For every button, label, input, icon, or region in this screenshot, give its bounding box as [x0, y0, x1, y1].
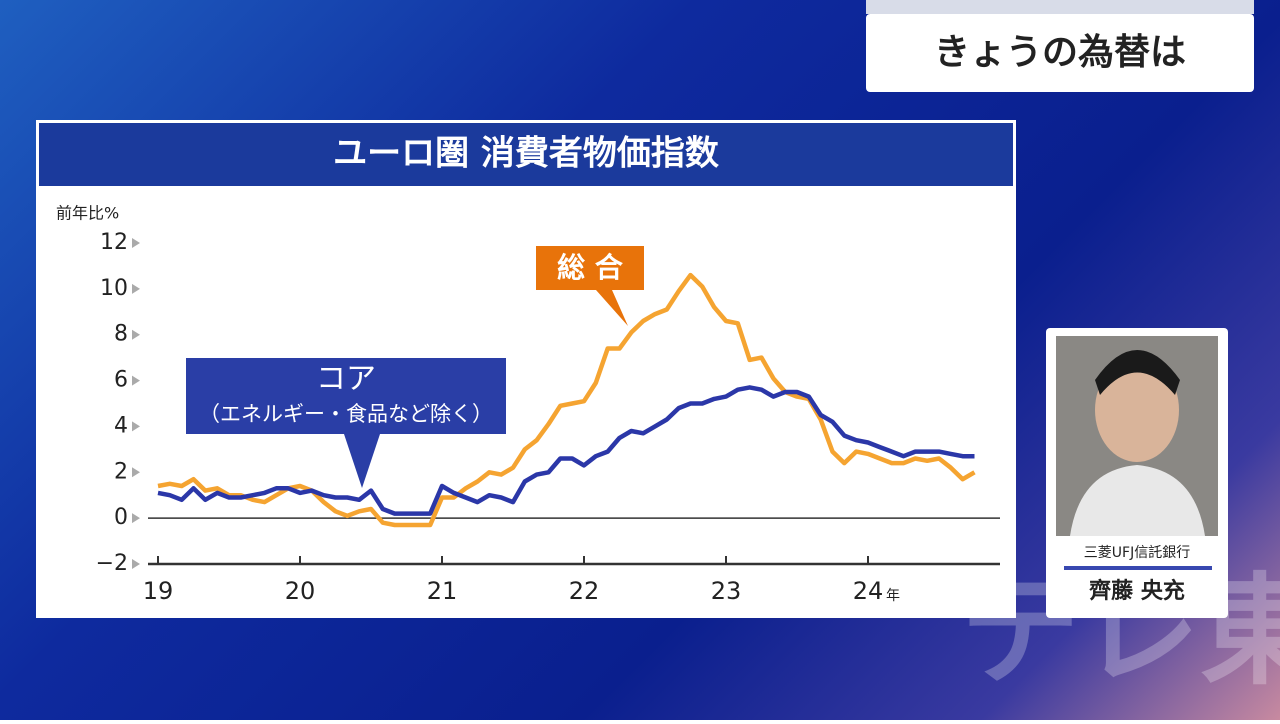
y-tick-label: 8 [114, 322, 128, 347]
y-axis-label: 前年比% [56, 204, 119, 223]
tick-arrow [132, 513, 140, 524]
tick-arrow [132, 329, 140, 340]
banner-text: きょうの為替は [934, 32, 1186, 73]
x-tick-label: 20 [285, 577, 316, 605]
title-bar [39, 123, 1013, 186]
x-tick-label: 22 [569, 577, 600, 605]
tick-arrow [132, 238, 140, 248]
tick-arrow [132, 421, 140, 432]
x-tick-label: 21 [427, 577, 458, 605]
y-tick-label: 10 [100, 276, 128, 301]
x-unit: 年 [886, 588, 900, 604]
x-tick-label: 19 [143, 577, 174, 605]
chart-panel [36, 120, 1016, 618]
callout [186, 358, 506, 488]
tick-arrow [132, 559, 140, 569]
y-tick-label: −2 [96, 551, 128, 576]
x-tick-label: 23 [711, 577, 742, 605]
chart-title: ユーロ圏 消費者物価指数 [333, 134, 719, 174]
series-label: コア [316, 362, 376, 397]
guest-rule [1064, 566, 1212, 570]
guest-shirt [1070, 465, 1205, 536]
series-line [157, 385, 975, 516]
guest-face [1095, 358, 1179, 462]
y-tick-label: 0 [114, 505, 128, 530]
y-tick-label: 6 [114, 368, 128, 393]
y-tick-label: 12 [100, 230, 128, 255]
series-line [157, 272, 976, 528]
tick-arrow [132, 375, 140, 386]
callout [536, 246, 644, 326]
guest-hair [1095, 350, 1180, 395]
y-tick-label: 2 [114, 459, 128, 484]
series-label: 総 合 [557, 251, 624, 284]
series-note: （エネルギー・食品など除く） [199, 402, 493, 426]
guest-company: 三菱UFJ信託銀行 [1084, 545, 1190, 561]
guest-name: 齊藤 央充 [1089, 578, 1185, 604]
banner-strip [866, 0, 1254, 14]
x-tick-label: 24 [853, 577, 884, 605]
tick-arrow [132, 283, 140, 294]
tick-arrow [132, 467, 140, 478]
banner-box [866, 14, 1254, 92]
y-tick-label: 4 [114, 413, 128, 438]
